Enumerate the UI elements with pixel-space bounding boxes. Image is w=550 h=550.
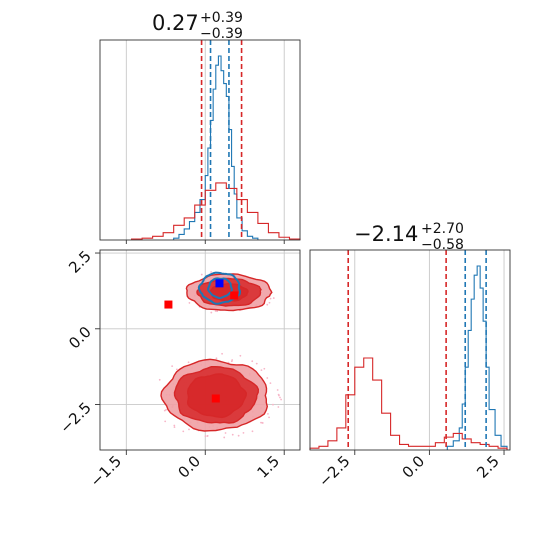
- scatter-point: [214, 310, 217, 312]
- bottom-left-x-tick-label: 1.5: [253, 452, 283, 482]
- scatter-point: [239, 354, 242, 357]
- scatter-point: [260, 369, 263, 372]
- top-left-x-ticks: [125, 240, 285, 244]
- top-left-title: 0.27 +0.39 −0.39: [152, 10, 243, 42]
- scatter-point: [187, 361, 190, 364]
- bottom-left-x-tick-label: 0.0: [174, 452, 204, 482]
- marker-3: [211, 394, 220, 403]
- top-left-axes: [99, 39, 301, 241]
- scatter-point: [255, 362, 258, 365]
- contour-2-level-1: [207, 277, 233, 300]
- scatter-point: [251, 430, 254, 433]
- scatter-point: [164, 420, 167, 423]
- scatter-point: [206, 435, 209, 437]
- bottom-right-grid: [354, 250, 505, 450]
- scatter-point: [210, 271, 212, 273]
- marker-1: [230, 291, 239, 300]
- scatter-point: [279, 396, 281, 399]
- scatter-point: [221, 352, 223, 355]
- scatter-point: [276, 389, 279, 391]
- scatter-point: [272, 297, 275, 299]
- bottom-right-quantile-lines: [347, 250, 487, 450]
- scatter-point: [215, 357, 218, 360]
- top-left-title-plus: +0.39: [200, 10, 243, 26]
- bottom-left-markers: [164, 279, 239, 403]
- top-left-grid: [125, 40, 285, 240]
- scatter-point: [251, 360, 254, 363]
- p2-hist-series-1: [309, 357, 508, 450]
- scatter-point: [175, 368, 178, 371]
- scatter-point: [188, 302, 191, 304]
- scatter-point: [204, 435, 207, 438]
- bottom-right-title-value: −2.14: [354, 222, 418, 246]
- bottom-left-x-tick-label: −1.5: [87, 452, 125, 490]
- marker-0: [215, 279, 224, 288]
- scatter-point: [261, 422, 264, 424]
- scatter-point: [269, 297, 272, 300]
- bottom-left-axes: [99, 249, 301, 451]
- scatter-point: [277, 393, 280, 396]
- scatter-point: [272, 403, 274, 406]
- bottom-left-y-tick-label: 0.0: [65, 323, 95, 353]
- panel-top-left: 0.27 +0.39 −0.39: [99, 10, 301, 244]
- scatter-point: [268, 301, 271, 304]
- scatter-point: [268, 416, 270, 419]
- scatter-point: [230, 360, 233, 363]
- scatter-point: [242, 431, 245, 434]
- contour-2-level-0: [197, 271, 241, 305]
- scatter-point: [231, 433, 234, 436]
- p2-x-tick-label: 2.5: [473, 452, 503, 482]
- p2-x-tick-label: 0.0: [399, 452, 429, 482]
- marker-2: [164, 300, 173, 309]
- scatter-point: [263, 367, 266, 370]
- p1-hist-series-1: [131, 182, 301, 240]
- panel-bottom-right: −2.14 +2.70 −0.58 −2.5 0.0 2.5: [309, 221, 511, 491]
- top-left-title-value: 0.27: [152, 11, 199, 35]
- bottom-left-y-tick-label: −2.5: [56, 399, 94, 437]
- p1-hist-series-0: [173, 55, 259, 240]
- top-left-quantile-lines: [200, 40, 243, 240]
- p2-x-tick-label: −2.5: [315, 452, 353, 490]
- scatter-point: [188, 428, 190, 431]
- scatter-point: [173, 426, 176, 429]
- top-left-histograms: [131, 55, 301, 240]
- scatter-point: [182, 430, 185, 433]
- bottom-right-title-minus: −0.58: [421, 237, 464, 253]
- bottom-right-x-ticks: −2.5 0.0 2.5: [315, 450, 505, 491]
- scatter-point: [158, 378, 161, 381]
- scatter-point: [269, 382, 272, 385]
- scatter-point: [277, 406, 280, 408]
- scatter-point: [237, 434, 240, 437]
- bottom-right-histograms: [309, 265, 508, 450]
- scatter-point: [280, 398, 282, 401]
- bottom-left-x-ticks: −1.5 0.0 1.5: [87, 450, 285, 491]
- scatter-point: [224, 432, 227, 434]
- p2-hist-series-0: [446, 265, 508, 450]
- scatter-point: [266, 377, 269, 379]
- scatter-point: [216, 310, 219, 313]
- scatter-point: [210, 311, 213, 314]
- scatter-point: [223, 436, 226, 439]
- top-left-title-minus: −0.39: [200, 26, 243, 42]
- bottom-right-axes: [309, 249, 511, 451]
- scatter-point: [200, 273, 203, 276]
- bottom-left-y-ticks: 2.5 0.0 −2.5: [56, 247, 100, 437]
- panel-bottom-left: −1.5 0.0 1.5 2.5 0.0 −2.5: [56, 247, 301, 491]
- scatter-point: [163, 409, 166, 412]
- bottom-left-y-tick-label: 2.5: [65, 247, 95, 277]
- scatter-point: [260, 421, 262, 424]
- scatter-point: [171, 365, 174, 367]
- bottom-right-title-plus: +2.70: [421, 221, 464, 237]
- scatter-point: [267, 412, 269, 415]
- scatter-point: [266, 303, 269, 306]
- scatter-point: [173, 424, 176, 427]
- bottom-left-contours: [160, 271, 273, 432]
- bottom-right-title: −2.14 +2.70 −0.58: [354, 221, 464, 253]
